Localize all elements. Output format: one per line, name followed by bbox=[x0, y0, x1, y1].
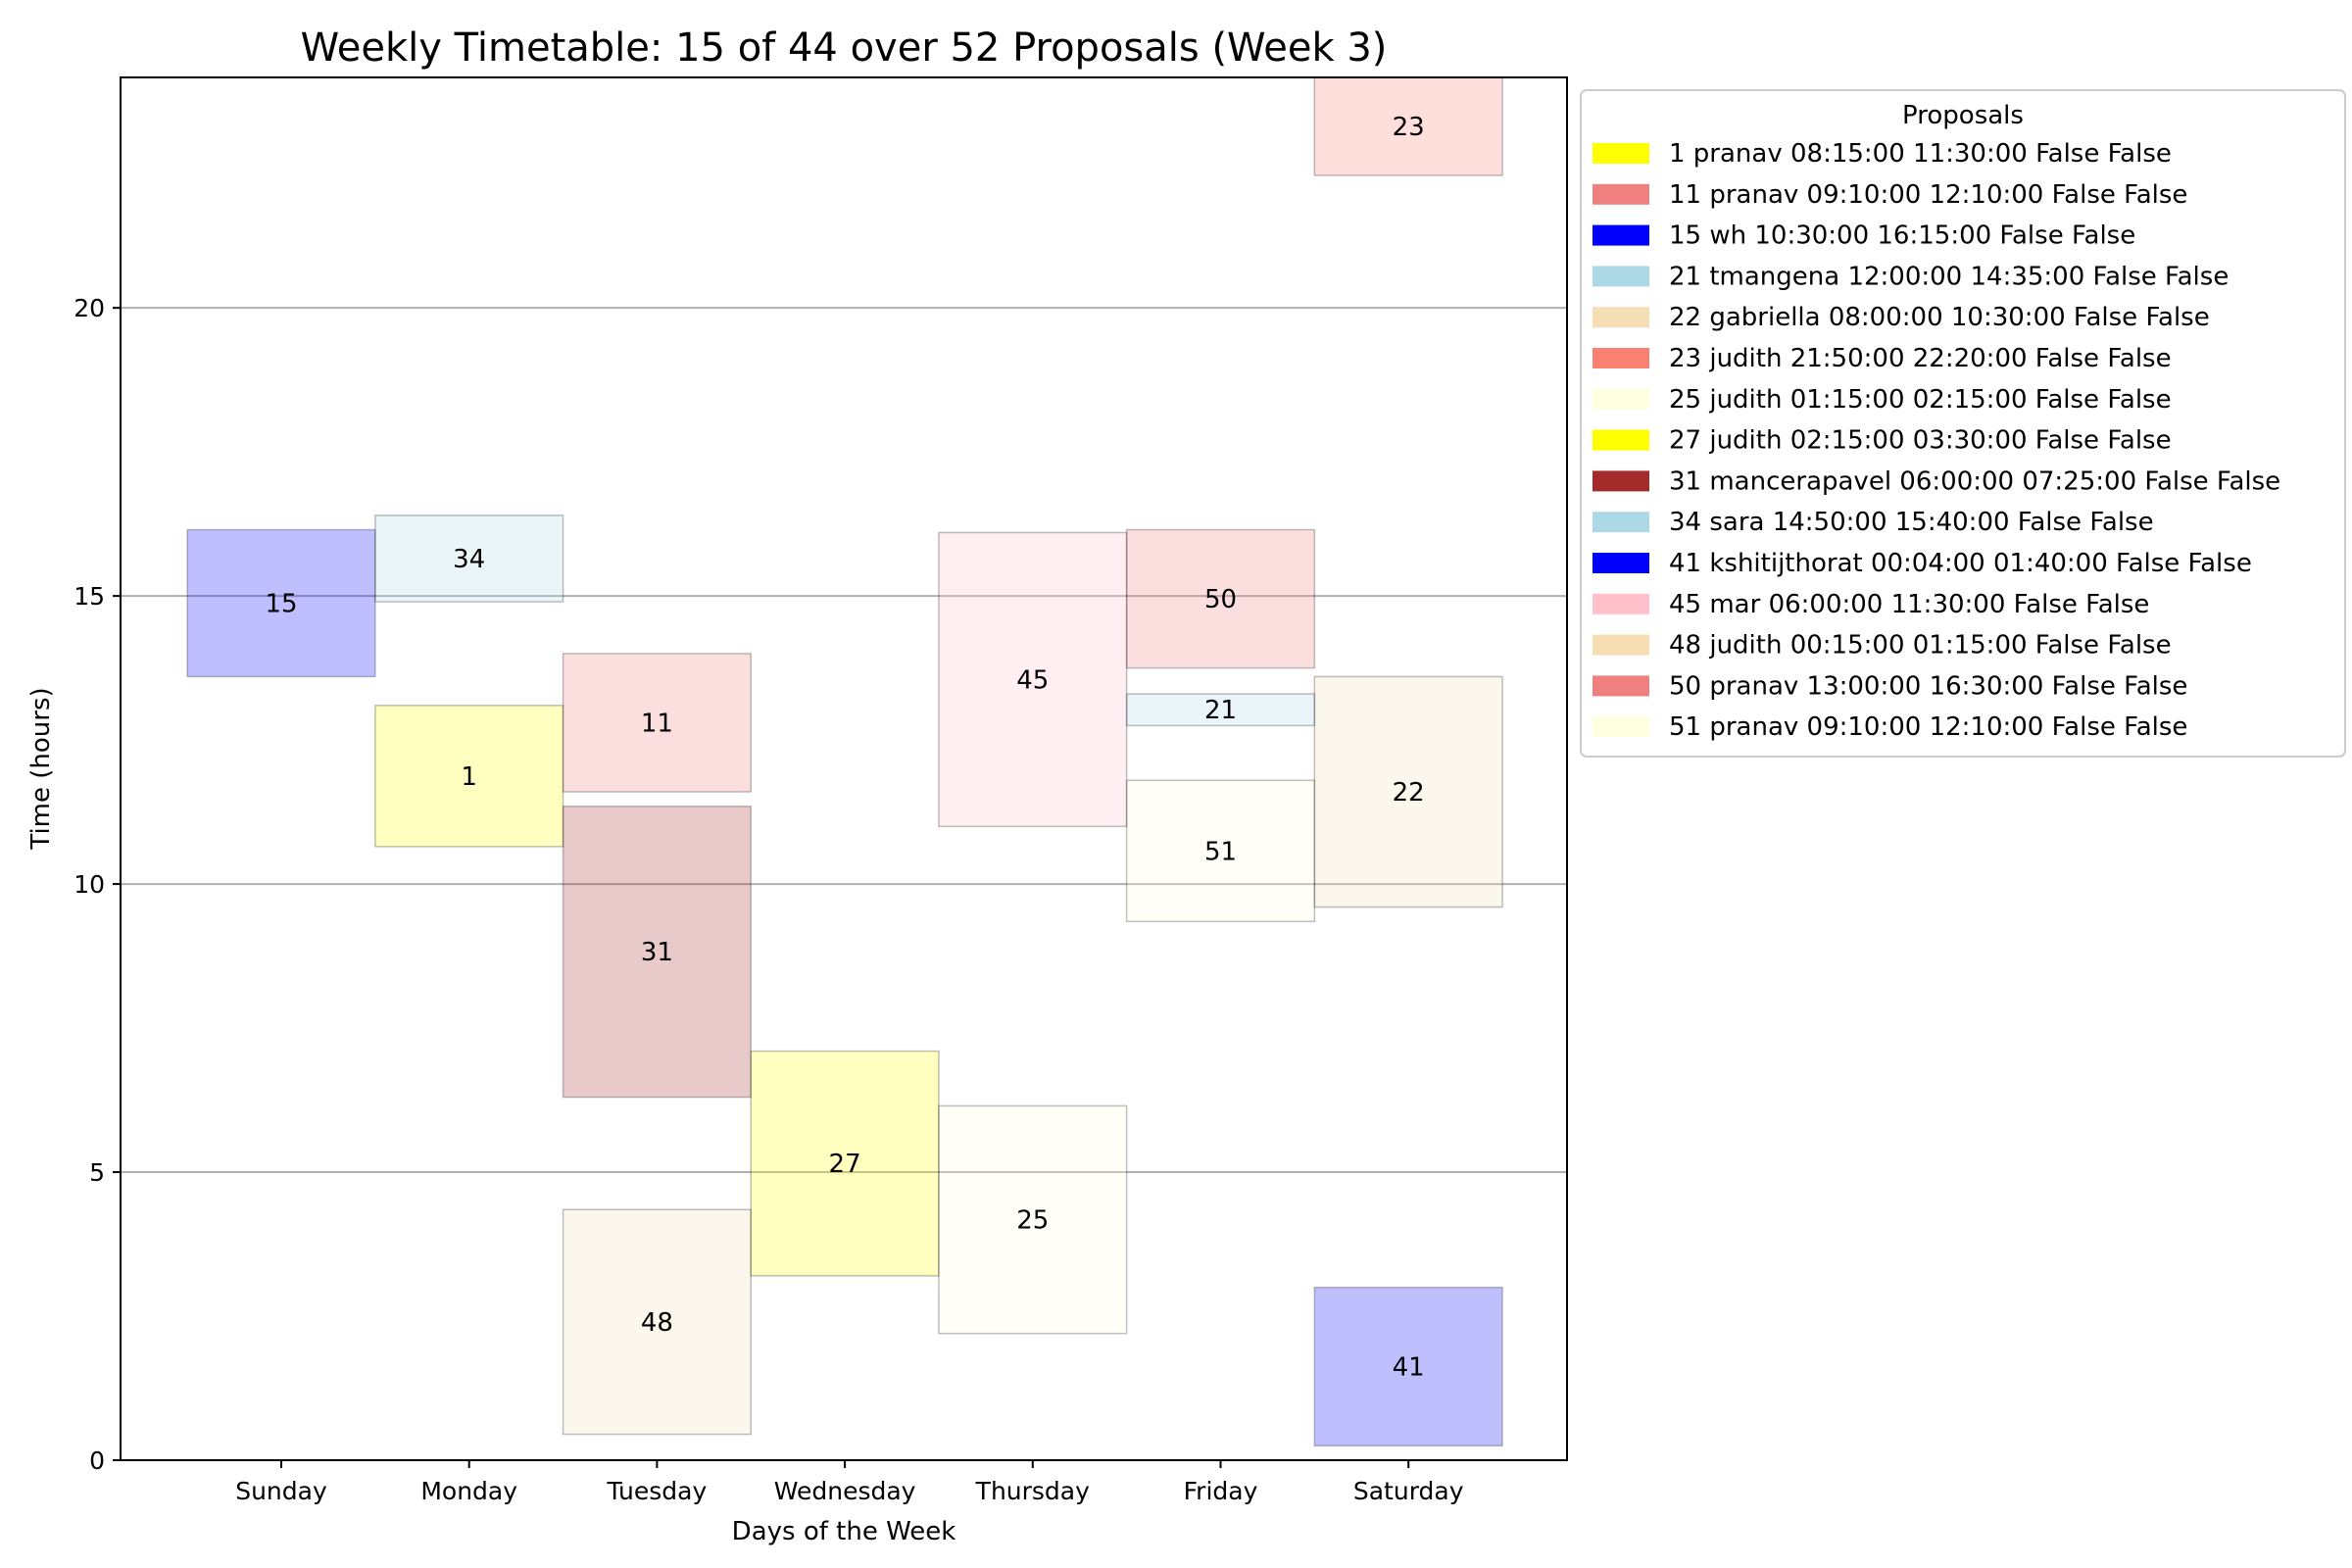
schedule-block-label-15: 15 bbox=[265, 589, 297, 618]
axes: 0 5 10 15 20 Sunday Monday Tuesday Wednesday Thur… bbox=[74, 294, 1464, 1505]
x-axis-label: Days of the Week bbox=[732, 1517, 956, 1546]
x-tick-label-friday: Friday bbox=[1184, 1477, 1258, 1505]
plot-frame bbox=[120, 76, 1568, 1461]
legend-entry-label: 50 pranav 13:00:00 16:30:00 False False bbox=[1669, 671, 2187, 701]
x-tick-label-monday: Monday bbox=[420, 1477, 517, 1505]
legend-entry-label: 23 judith 21:50:00 22:20:00 False False bbox=[1669, 344, 2172, 373]
schedule-block-25 bbox=[938, 1104, 1128, 1335]
legend-entry-label: 34 sara 14:50:00 15:40:00 False False bbox=[1669, 508, 2154, 537]
schedule-block-23 bbox=[1313, 76, 1503, 176]
schedule-block-41 bbox=[1313, 1286, 1503, 1447]
schedule-block-label-45: 45 bbox=[1016, 665, 1049, 695]
schedule-block-11 bbox=[562, 653, 752, 793]
schedule-block-27 bbox=[750, 1050, 940, 1277]
y-tick-label: 20 bbox=[74, 294, 105, 322]
schedule-block-label-41: 41 bbox=[1393, 1352, 1425, 1382]
legend: Proposals 1 pranav 08:15:00 11:30:00 Fal… bbox=[1580, 89, 2346, 758]
legend-swatch bbox=[1592, 224, 1649, 246]
legend-entry-label: 41 kshitijthorat 00:04:00 01:40:00 False… bbox=[1669, 549, 2252, 578]
legend-swatch bbox=[1592, 593, 1649, 614]
schedule-block-1 bbox=[374, 705, 564, 848]
legend-swatch bbox=[1592, 634, 1649, 656]
y-tick-label: 10 bbox=[74, 870, 105, 899]
schedule-block-label-51: 51 bbox=[1204, 837, 1237, 866]
y-tick-label: 5 bbox=[89, 1158, 105, 1187]
legend-swatch bbox=[1592, 307, 1649, 328]
schedule-block-label-25: 25 bbox=[1016, 1206, 1049, 1236]
legend-entry-label: 25 judith 01:15:00 02:15:00 False False bbox=[1669, 385, 2172, 415]
legend-entry-label: 31 mancerapavel 06:00:00 07:25:00 False … bbox=[1669, 466, 2280, 496]
legend-swatch bbox=[1592, 183, 1649, 205]
schedule-block-label-48: 48 bbox=[641, 1308, 673, 1338]
legend-swatch bbox=[1592, 553, 1649, 573]
y-axis-label: Time (hours) bbox=[26, 687, 56, 850]
legend-title: Proposals bbox=[1902, 101, 2024, 130]
legend-swatch bbox=[1592, 143, 1649, 164]
schedule-block-34 bbox=[374, 514, 564, 603]
legend-entry-label: 22 gabriella 08:00:00 10:30:00 False Fal… bbox=[1669, 303, 2210, 332]
legend-swatch bbox=[1592, 470, 1649, 492]
legend-entry-label: 45 mar 06:00:00 11:30:00 False False bbox=[1669, 590, 2149, 619]
legend-swatch bbox=[1592, 512, 1649, 533]
schedule-block-label-23: 23 bbox=[1393, 113, 1425, 142]
y-tick-label: 0 bbox=[89, 1446, 105, 1475]
legend-swatch bbox=[1592, 675, 1649, 697]
legend-swatch bbox=[1592, 716, 1649, 738]
legend-swatch bbox=[1592, 348, 1649, 368]
legend-swatch bbox=[1592, 429, 1649, 451]
schedule-block-label-34: 34 bbox=[453, 545, 485, 574]
chart-title: Weekly Timetable: 15 of 44 over 52 Propo… bbox=[301, 25, 1388, 71]
schedule-block-45 bbox=[938, 531, 1128, 828]
schedule-block-22 bbox=[1313, 675, 1503, 908]
legend-entry-label: 1 pranav 08:15:00 11:30:00 False False bbox=[1669, 139, 2172, 169]
legend-entry-label: 21 tmangena 12:00:00 14:35:00 False Fals… bbox=[1669, 262, 2229, 291]
legend-box bbox=[1580, 89, 2346, 758]
schedule-block-label-11: 11 bbox=[641, 709, 673, 738]
legend-entry-label: 11 pranav 09:10:00 12:10:00 False False bbox=[1669, 180, 2187, 210]
x-tick-label-sunday: Sunday bbox=[235, 1477, 327, 1505]
legend-entry-label: 15 wh 10:30:00 16:15:00 False False bbox=[1669, 221, 2135, 251]
legend-entry-label: 27 judith 02:15:00 03:30:00 False False bbox=[1669, 426, 2172, 456]
legend-entry-label: 51 pranav 09:10:00 12:10:00 False False bbox=[1669, 712, 2187, 742]
schedule-block-31 bbox=[562, 805, 752, 1099]
schedule-block-label-22: 22 bbox=[1393, 778, 1425, 808]
legend-items: 1 pranav 08:15:00 11:30:00 False False 11… bbox=[1592, 139, 2280, 742]
schedule-block-21 bbox=[1125, 693, 1316, 727]
x-tick-label-saturday: Saturday bbox=[1353, 1477, 1464, 1505]
legend-swatch bbox=[1592, 266, 1649, 287]
schedule-block-50 bbox=[1125, 528, 1316, 669]
schedule-block-51 bbox=[1125, 779, 1316, 923]
schedule-block-label-1: 1 bbox=[461, 762, 477, 792]
schedule-block-label-27: 27 bbox=[829, 1150, 861, 1179]
gridlines bbox=[121, 307, 1567, 1174]
y-tick-label: 15 bbox=[74, 582, 105, 611]
schedule-block-label-31: 31 bbox=[641, 938, 673, 967]
x-tick-label-wednesday: Wednesday bbox=[774, 1477, 916, 1505]
legend-swatch bbox=[1592, 388, 1649, 410]
legend-entry-label: 48 judith 00:15:00 01:15:00 False False bbox=[1669, 631, 2172, 661]
schedule-block-15 bbox=[186, 528, 376, 678]
x-tick-label-tuesday: Tuesday bbox=[607, 1477, 708, 1505]
schedule-block-label-21: 21 bbox=[1204, 696, 1237, 725]
schedule-block-label-50: 50 bbox=[1204, 585, 1237, 614]
schedule-block-48 bbox=[562, 1208, 752, 1436]
x-tick-label-thursday: Thursday bbox=[975, 1477, 1090, 1505]
